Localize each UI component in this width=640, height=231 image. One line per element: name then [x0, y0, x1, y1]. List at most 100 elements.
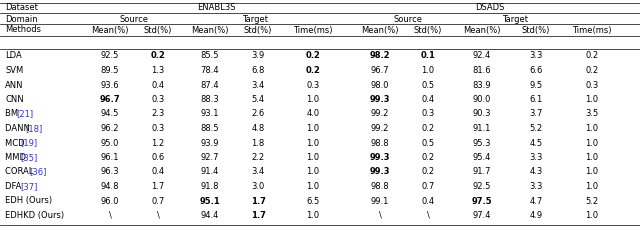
Text: 4.7: 4.7 — [529, 197, 543, 206]
Text: LDA: LDA — [5, 52, 22, 61]
Text: 98.2: 98.2 — [370, 52, 390, 61]
Text: 1.0: 1.0 — [307, 167, 319, 176]
Text: CNN: CNN — [5, 95, 24, 104]
Text: MMD: MMD — [5, 153, 29, 162]
Text: 83.9: 83.9 — [473, 80, 492, 89]
Text: [36]: [36] — [29, 167, 47, 176]
Text: 1.0: 1.0 — [421, 66, 435, 75]
Text: 6.1: 6.1 — [529, 95, 543, 104]
Text: 96.3: 96.3 — [100, 167, 119, 176]
Text: 93.9: 93.9 — [201, 139, 220, 148]
Text: 0.2: 0.2 — [305, 66, 321, 75]
Text: \: \ — [379, 211, 381, 220]
Text: 3.7: 3.7 — [529, 109, 543, 119]
Text: 99.2: 99.2 — [371, 124, 389, 133]
Text: 1.0: 1.0 — [586, 153, 598, 162]
Text: [37]: [37] — [20, 182, 38, 191]
Text: Time(ms): Time(ms) — [572, 25, 612, 34]
Text: SVM: SVM — [5, 66, 23, 75]
Text: 3.3: 3.3 — [529, 153, 543, 162]
Text: 88.3: 88.3 — [200, 95, 220, 104]
Text: 91.7: 91.7 — [473, 167, 492, 176]
Text: 0.2: 0.2 — [150, 52, 165, 61]
Text: 96.1: 96.1 — [100, 153, 119, 162]
Text: Mean(%): Mean(%) — [463, 25, 500, 34]
Text: \: \ — [427, 211, 429, 220]
Text: 95.3: 95.3 — [473, 139, 492, 148]
Text: [19]: [19] — [20, 139, 38, 148]
Text: 0.3: 0.3 — [152, 124, 164, 133]
Text: 0.4: 0.4 — [421, 197, 435, 206]
Text: 1.7: 1.7 — [251, 211, 266, 220]
Text: 3.4: 3.4 — [252, 80, 264, 89]
Text: 1.3: 1.3 — [152, 66, 164, 75]
Text: 88.5: 88.5 — [201, 124, 220, 133]
Text: 5.4: 5.4 — [252, 95, 264, 104]
Text: 6.5: 6.5 — [307, 197, 319, 206]
Text: Dataset: Dataset — [5, 3, 38, 12]
Text: 6.8: 6.8 — [252, 66, 265, 75]
Text: 95.4: 95.4 — [473, 153, 491, 162]
Text: MCD: MCD — [5, 139, 28, 148]
Text: 93.1: 93.1 — [201, 109, 220, 119]
Text: Std(%): Std(%) — [414, 25, 442, 34]
Text: 1.0: 1.0 — [307, 139, 319, 148]
Text: 1.0: 1.0 — [586, 211, 598, 220]
Text: 0.6: 0.6 — [152, 153, 164, 162]
Text: Source: Source — [120, 15, 148, 24]
Text: 96.0: 96.0 — [100, 197, 119, 206]
Text: 3.9: 3.9 — [252, 52, 264, 61]
Text: Mean(%): Mean(%) — [191, 25, 228, 34]
Text: EDH (Ours): EDH (Ours) — [5, 197, 52, 206]
Text: DSADS: DSADS — [476, 3, 505, 12]
Text: 1.0: 1.0 — [586, 95, 598, 104]
Text: Domain: Domain — [5, 15, 38, 24]
Text: 4.5: 4.5 — [529, 139, 543, 148]
Text: 94.8: 94.8 — [100, 182, 119, 191]
Text: Mean(%): Mean(%) — [361, 25, 399, 34]
Text: ENABL3S: ENABL3S — [196, 3, 236, 12]
Text: 1.0: 1.0 — [307, 182, 319, 191]
Text: 1.0: 1.0 — [307, 95, 319, 104]
Text: [21]: [21] — [16, 109, 33, 119]
Text: 0.5: 0.5 — [421, 139, 435, 148]
Text: 4.9: 4.9 — [529, 211, 543, 220]
Text: 96.7: 96.7 — [371, 66, 389, 75]
Text: 93.6: 93.6 — [100, 80, 119, 89]
Text: 0.2: 0.2 — [421, 153, 435, 162]
Text: 1.0: 1.0 — [586, 167, 598, 176]
Text: 90.3: 90.3 — [473, 109, 492, 119]
Text: DFA: DFA — [5, 182, 24, 191]
Text: 81.6: 81.6 — [473, 66, 492, 75]
Text: 0.3: 0.3 — [586, 80, 598, 89]
Text: Mean(%): Mean(%) — [92, 25, 129, 34]
Text: 0.1: 0.1 — [420, 52, 435, 61]
Text: 98.8: 98.8 — [371, 182, 389, 191]
Text: Time(ms): Time(ms) — [293, 25, 333, 34]
Text: 3.0: 3.0 — [252, 182, 264, 191]
Text: 0.2: 0.2 — [421, 167, 435, 176]
Text: Source: Source — [394, 15, 422, 24]
Text: [35]: [35] — [20, 153, 38, 162]
Text: BM: BM — [5, 109, 20, 119]
Text: 1.0: 1.0 — [586, 124, 598, 133]
Text: 5.2: 5.2 — [529, 124, 543, 133]
Text: 0.4: 0.4 — [152, 80, 164, 89]
Text: Std(%): Std(%) — [144, 25, 172, 34]
Text: 1.0: 1.0 — [586, 139, 598, 148]
Text: 0.2: 0.2 — [305, 52, 321, 61]
Text: 96.2: 96.2 — [100, 124, 119, 133]
Text: 3.4: 3.4 — [252, 167, 264, 176]
Text: 0.2: 0.2 — [421, 124, 435, 133]
Text: 95.0: 95.0 — [101, 139, 119, 148]
Text: 2.2: 2.2 — [252, 153, 264, 162]
Text: 97.5: 97.5 — [472, 197, 492, 206]
Text: DANN: DANN — [5, 124, 33, 133]
Text: 91.1: 91.1 — [473, 124, 491, 133]
Text: 92.7: 92.7 — [201, 153, 220, 162]
Text: 92.5: 92.5 — [473, 182, 491, 191]
Text: 3.3: 3.3 — [529, 52, 543, 61]
Text: 99.3: 99.3 — [370, 153, 390, 162]
Text: 0.3: 0.3 — [421, 109, 435, 119]
Text: 85.5: 85.5 — [201, 52, 220, 61]
